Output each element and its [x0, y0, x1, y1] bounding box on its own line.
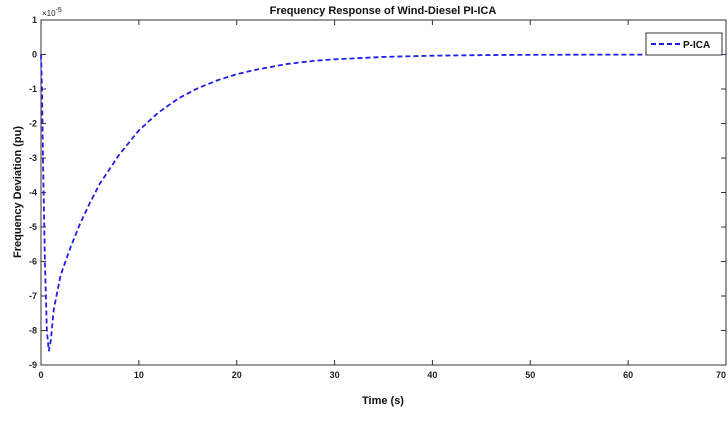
y-tick-labels: 1 0 -1 -2 -3 -4 -5 -6 -7 -8 -9: [29, 15, 37, 370]
svg-text:×10-5: ×10-5: [42, 7, 62, 18]
x-tick-label: 10: [134, 370, 144, 380]
x-tick-label: 40: [427, 370, 437, 380]
y-tick-label: -9: [29, 360, 37, 370]
legend-box: [645, 32, 723, 56]
x-tick-label: 20: [232, 370, 242, 380]
y-tick-label: 1: [32, 15, 37, 25]
y-tick-label: -5: [29, 222, 37, 232]
x-tick-label: 50: [525, 370, 535, 380]
x-tick-label: 60: [623, 370, 633, 380]
y-tick-label: -8: [29, 326, 37, 336]
y-multiplier-base: ×10: [42, 9, 56, 18]
x-tick-label: 30: [330, 370, 340, 380]
y-axis-label: Frequency Deviation (pu): [12, 126, 24, 258]
axis-ticks: [40, 19, 727, 366]
x-tick-label: 0: [38, 370, 43, 380]
y-tick-label: -1: [29, 84, 37, 94]
y-tick-label: -7: [29, 291, 37, 301]
y-tick-label: -6: [29, 257, 37, 267]
y-tick-label: -4: [29, 188, 37, 198]
chart-title: Frequency Response of Wind-Diesel PI-ICA: [270, 5, 497, 17]
y-multiplier-exponent: -5: [56, 7, 62, 14]
y-tick-label: -2: [29, 119, 37, 129]
y-tick-label: -3: [29, 153, 37, 163]
x-tick-labels: 0 10 20 30 40 50 60 70: [38, 370, 726, 380]
x-tick-label: 70: [716, 370, 726, 380]
plot-area: [40, 19, 727, 366]
y-multiplier: ×10-5: [42, 7, 62, 18]
legend-label-p-ica: P-ICA: [683, 40, 710, 51]
y-tick-label: 0: [32, 50, 37, 60]
x-axis-label: Time (s): [362, 395, 404, 407]
series-line-p-ica: [40, 53, 727, 352]
legend: P-ICA: [645, 32, 723, 56]
